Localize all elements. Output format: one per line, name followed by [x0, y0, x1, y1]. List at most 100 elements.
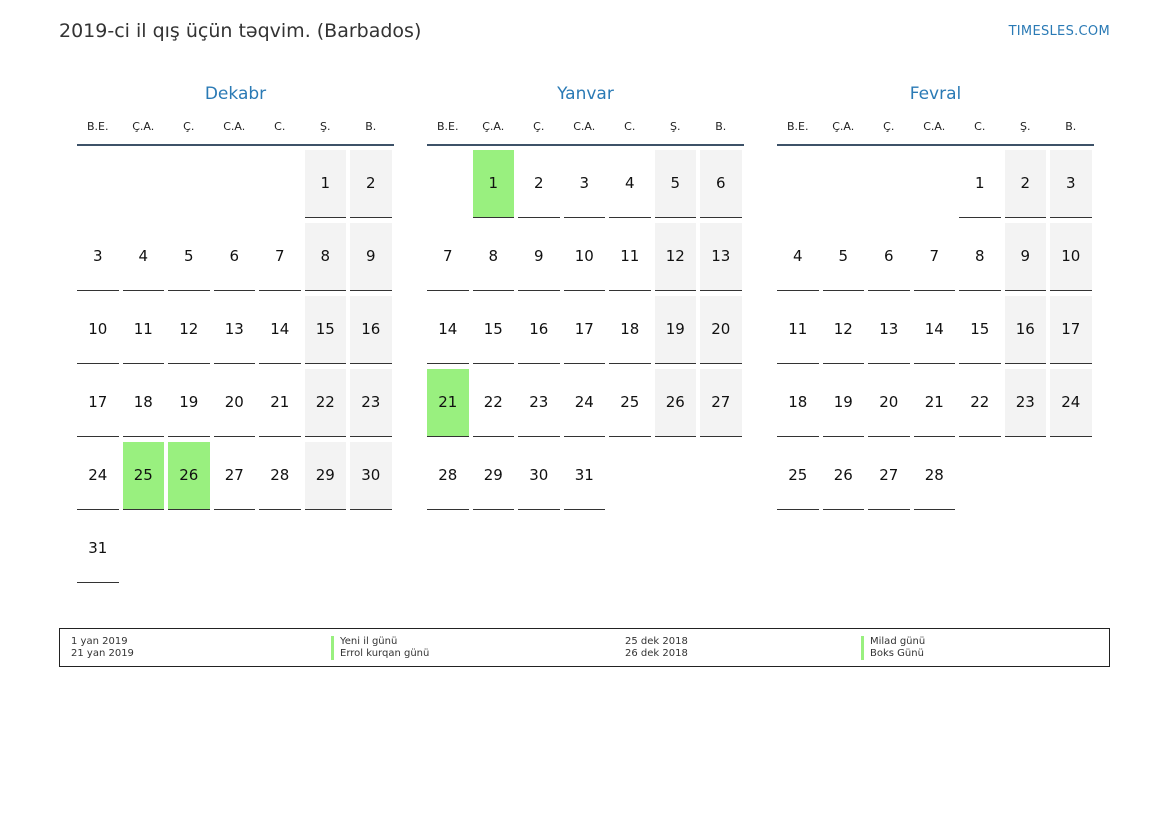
days-grid: 1 2 3 4 5 6 7 8 9 10 11 12 13 14 15 16 17 18 19 20 21 22 23 24 2… — [777, 150, 1094, 510]
day-cell: 6 — [868, 223, 910, 291]
day-cell: 29 — [472, 442, 514, 510]
weekday-label: C.A. — [223, 120, 246, 133]
day-cell: 4 — [609, 150, 651, 218]
day-cell: 20 — [213, 369, 255, 437]
day-cell: 30 — [350, 442, 392, 510]
day-cell: 13 — [868, 296, 910, 364]
day-cell: 20 — [868, 369, 910, 437]
day-cell: 16 — [518, 296, 560, 364]
day-cell: 26 — [822, 442, 864, 510]
day-cell: 25 — [777, 442, 819, 510]
day-cell: 11 — [122, 296, 164, 364]
legend-names-right: Milad günü Boks Günü — [861, 636, 925, 660]
legend-name: Milad günü — [861, 636, 925, 648]
day-cell: 21 — [259, 369, 301, 437]
day-cell: 12 — [654, 223, 696, 291]
empty-cell — [777, 150, 819, 218]
day-cell: 5 — [822, 223, 864, 291]
day-cell: 22 — [472, 369, 514, 437]
empty-cell — [427, 150, 469, 218]
day-cell: 19 — [822, 369, 864, 437]
day-cell: 17 — [77, 369, 119, 437]
day-cell: 11 — [777, 296, 819, 364]
month-name: Dekabr — [204, 84, 267, 104]
holiday-legend: 1 yan 2019 21 yan 2019 Yeni il günü Erro… — [59, 628, 1110, 667]
weekday-label: B. — [1065, 120, 1077, 133]
day-cell: 4 — [777, 223, 819, 291]
day-cell: 29 — [304, 442, 346, 510]
day-cell: 28 — [913, 442, 955, 510]
weekday-label: C. — [624, 120, 636, 133]
empty-cell — [77, 150, 119, 218]
day-cell: 24 — [563, 369, 605, 437]
day-cell: 4 — [122, 223, 164, 291]
day-cell: 22 — [959, 369, 1001, 437]
day-cell: 17 — [1050, 296, 1092, 364]
day-cell: 7 — [427, 223, 469, 291]
weekday-label: B.E. — [787, 120, 809, 133]
weekday-label: Ç.A. — [132, 120, 155, 133]
legend-date: 21 yan 2019 — [71, 648, 134, 659]
day-cell: 22 — [304, 369, 346, 437]
weekday-label: Ş. — [320, 120, 331, 133]
holiday-day-cell: 1 — [472, 150, 514, 218]
day-cell: 2 — [1004, 150, 1046, 218]
site-link[interactable]: TIMESLES.COM — [1008, 24, 1110, 39]
day-cell: 12 — [822, 296, 864, 364]
day-cell: 26 — [654, 369, 696, 437]
day-cell: 13 — [700, 223, 742, 291]
weekday-label: Ş. — [670, 120, 681, 133]
day-cell: 18 — [777, 369, 819, 437]
weekday-label: Ç.A. — [482, 120, 505, 133]
day-cell: 31 — [563, 442, 605, 510]
day-cell: 28 — [259, 442, 301, 510]
weekday-header: B.E. Ç.A. Ç. C.A. C. Ş. B. — [77, 118, 394, 146]
page-title: 2019-ci il qış üçün təqvim. (Barbados) — [59, 20, 422, 42]
day-cell: 3 — [1050, 150, 1092, 218]
weekday-header: B.E. Ç.A. Ç. C.A. C. Ş. B. — [427, 118, 744, 146]
day-cell: 20 — [700, 296, 742, 364]
legend-date: 26 dek 2018 — [625, 648, 688, 659]
weekday-label: Ç. — [883, 120, 895, 133]
day-cell: 1 — [304, 150, 346, 218]
day-cell: 9 — [350, 223, 392, 291]
day-cell: 15 — [472, 296, 514, 364]
day-cell: 18 — [609, 296, 651, 364]
day-cell: 8 — [472, 223, 514, 291]
holiday-day-cell: 21 — [427, 369, 469, 437]
day-cell: 19 — [168, 369, 210, 437]
day-cell: 16 — [1004, 296, 1046, 364]
weekday-label: B.E. — [87, 120, 109, 133]
day-cell: 25 — [609, 369, 651, 437]
legend-dates-right: 25 dek 2018 26 dek 2018 — [625, 636, 688, 660]
empty-cell — [823, 150, 865, 218]
weekday-label: Ş. — [1020, 120, 1031, 133]
empty-cell — [868, 150, 910, 218]
day-cell: 30 — [518, 442, 560, 510]
weekday-label: C. — [974, 120, 986, 133]
day-cell: 14 — [913, 296, 955, 364]
day-cell: 2 — [518, 150, 560, 218]
day-cell: 23 — [350, 369, 392, 437]
weekday-label: B. — [715, 120, 727, 133]
empty-cell — [123, 150, 165, 218]
day-cell: 16 — [350, 296, 392, 364]
day-cell: 6 — [700, 150, 742, 218]
day-cell: 28 — [427, 442, 469, 510]
day-cell: 6 — [213, 223, 255, 291]
day-cell: 15 — [959, 296, 1001, 364]
weekday-label: C.A. — [923, 120, 946, 133]
month-name: Fevral — [909, 84, 962, 104]
holiday-day-cell: 25 — [122, 442, 164, 510]
legend-name: Errol kurqan günü — [331, 648, 429, 660]
day-cell: 5 — [168, 223, 210, 291]
day-cell: 3 — [563, 150, 605, 218]
day-cell: 8 — [304, 223, 346, 291]
day-cell: 31 — [77, 515, 119, 583]
day-cell: 9 — [518, 223, 560, 291]
month-december: Dekabr B.E. Ç.A. Ç. C.A. C. Ş. B. 1 2 3 4 5 6 7 8 9 10 1… — [77, 82, 394, 583]
weekday-label: B. — [365, 120, 377, 133]
day-cell: 2 — [350, 150, 392, 218]
day-cell: 1 — [959, 150, 1001, 218]
empty-cell — [214, 150, 256, 218]
